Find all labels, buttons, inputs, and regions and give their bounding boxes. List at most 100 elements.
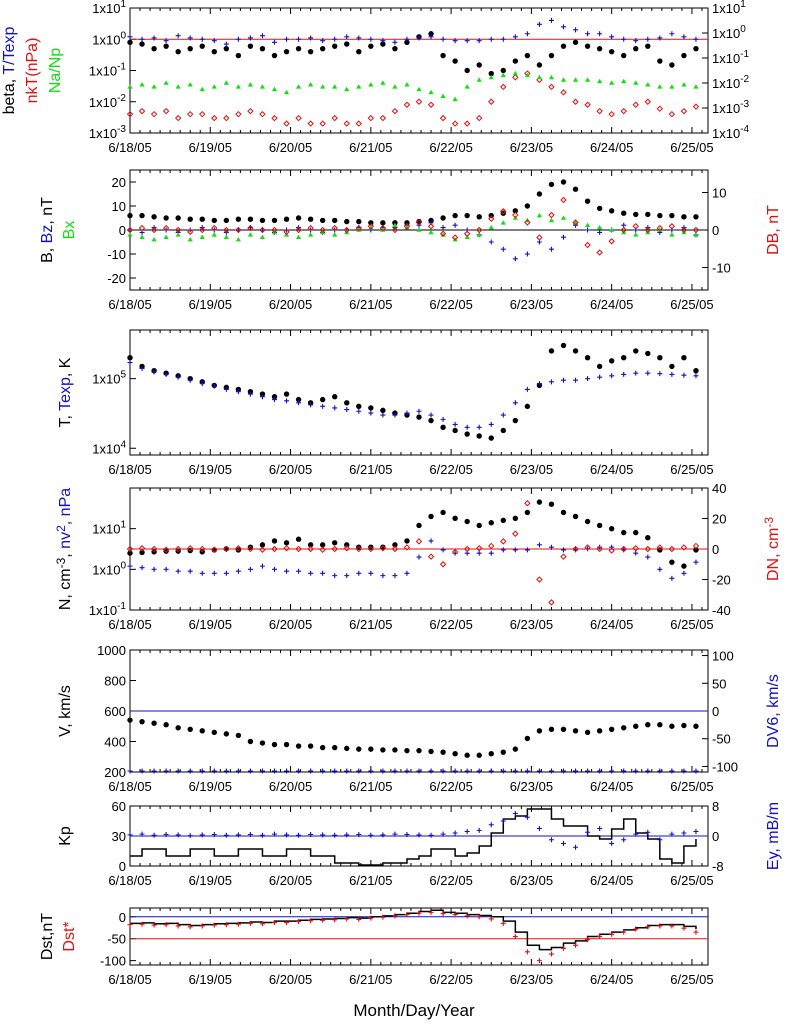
data-point [404, 538, 410, 544]
y-axis-label: T, Texp, K [57, 357, 74, 427]
data-point [572, 186, 579, 192]
data-point [284, 919, 290, 925]
data-point [235, 237, 241, 242]
data-point [187, 228, 194, 236]
data-point [295, 215, 302, 221]
data-point [284, 768, 290, 774]
data-point [621, 354, 627, 361]
data-point [693, 559, 699, 565]
data-point [235, 547, 242, 553]
data-point [536, 74, 543, 80]
data-point [464, 752, 470, 758]
data-point [150, 110, 158, 118]
data-point [656, 224, 664, 232]
data-point [681, 34, 687, 40]
right-y-tick-label: 1x10-4 [712, 124, 750, 141]
data-point [463, 230, 471, 237]
data-point [307, 545, 314, 553]
data-point [272, 768, 277, 774]
data-point [548, 246, 554, 252]
data-point [464, 913, 470, 919]
data-point [572, 728, 579, 734]
series-nv2 [127, 538, 699, 581]
data-point [163, 371, 169, 377]
data-point [127, 232, 133, 237]
data-point [561, 24, 566, 30]
data-point [308, 232, 314, 237]
data-point [391, 545, 399, 553]
data-point [693, 373, 699, 379]
x-tick-label: 6/19/05 [189, 873, 232, 888]
data-point [452, 38, 458, 44]
data-point [199, 234, 205, 239]
data-point [344, 768, 350, 774]
data-point [284, 398, 290, 404]
data-point [428, 229, 434, 235]
series-t-texp [127, 17, 699, 47]
data-point [693, 929, 699, 935]
data-point [488, 215, 495, 222]
data-point [669, 232, 675, 237]
data-point [463, 545, 471, 553]
data-point [380, 544, 386, 550]
data-point [584, 77, 591, 82]
data-point [597, 31, 603, 37]
data-point [392, 542, 398, 548]
data-point [693, 547, 699, 553]
data-point [608, 208, 615, 214]
x-tick-label: 6/19/05 [189, 779, 232, 794]
data-point [609, 768, 615, 774]
y-tick-label: 1x105 [92, 370, 126, 387]
data-point [500, 517, 506, 524]
data-point [476, 424, 482, 430]
data-point [548, 379, 554, 385]
series-line [130, 808, 697, 866]
data-point [692, 542, 700, 550]
data-point [126, 545, 134, 553]
data-point [585, 829, 591, 835]
data-point [669, 371, 675, 377]
data-point [356, 35, 362, 41]
data-point [476, 226, 483, 234]
data-point [500, 749, 506, 755]
data-point [356, 768, 362, 774]
data-point [356, 746, 362, 752]
data-point [584, 222, 591, 227]
data-point [235, 832, 241, 838]
data-point [669, 84, 675, 89]
right-y-tick-label: 10 [712, 186, 726, 201]
x-tick-label: 6/19/05 [189, 140, 232, 155]
data-point [235, 84, 241, 89]
data-point [548, 17, 554, 23]
data-point [668, 223, 676, 230]
data-point [596, 522, 603, 529]
data-point [621, 929, 627, 935]
data-point [560, 726, 567, 732]
data-point [512, 74, 519, 81]
data-point [681, 830, 687, 836]
data-point [380, 914, 386, 920]
data-point [681, 722, 687, 729]
data-point [308, 918, 314, 924]
x-tick-label: 6/20/05 [269, 297, 312, 312]
data-point [572, 513, 579, 520]
data-point [380, 38, 386, 44]
data-point [500, 768, 506, 774]
data-point [199, 216, 205, 222]
data-point [391, 107, 399, 115]
data-point [536, 62, 543, 68]
data-point [548, 52, 555, 59]
data-point [645, 370, 651, 376]
data-point [680, 226, 688, 234]
data-point [657, 35, 663, 41]
series-dst- [127, 909, 699, 964]
data-point [271, 86, 278, 92]
x-tick-label: 6/24/05 [590, 779, 633, 794]
data-point [693, 768, 699, 774]
data-point [223, 386, 229, 392]
series-db [126, 196, 700, 256]
data-point [500, 547, 506, 553]
data-point [151, 84, 157, 89]
data-point [536, 499, 543, 505]
right-y-tick-label: -50 [712, 732, 731, 747]
